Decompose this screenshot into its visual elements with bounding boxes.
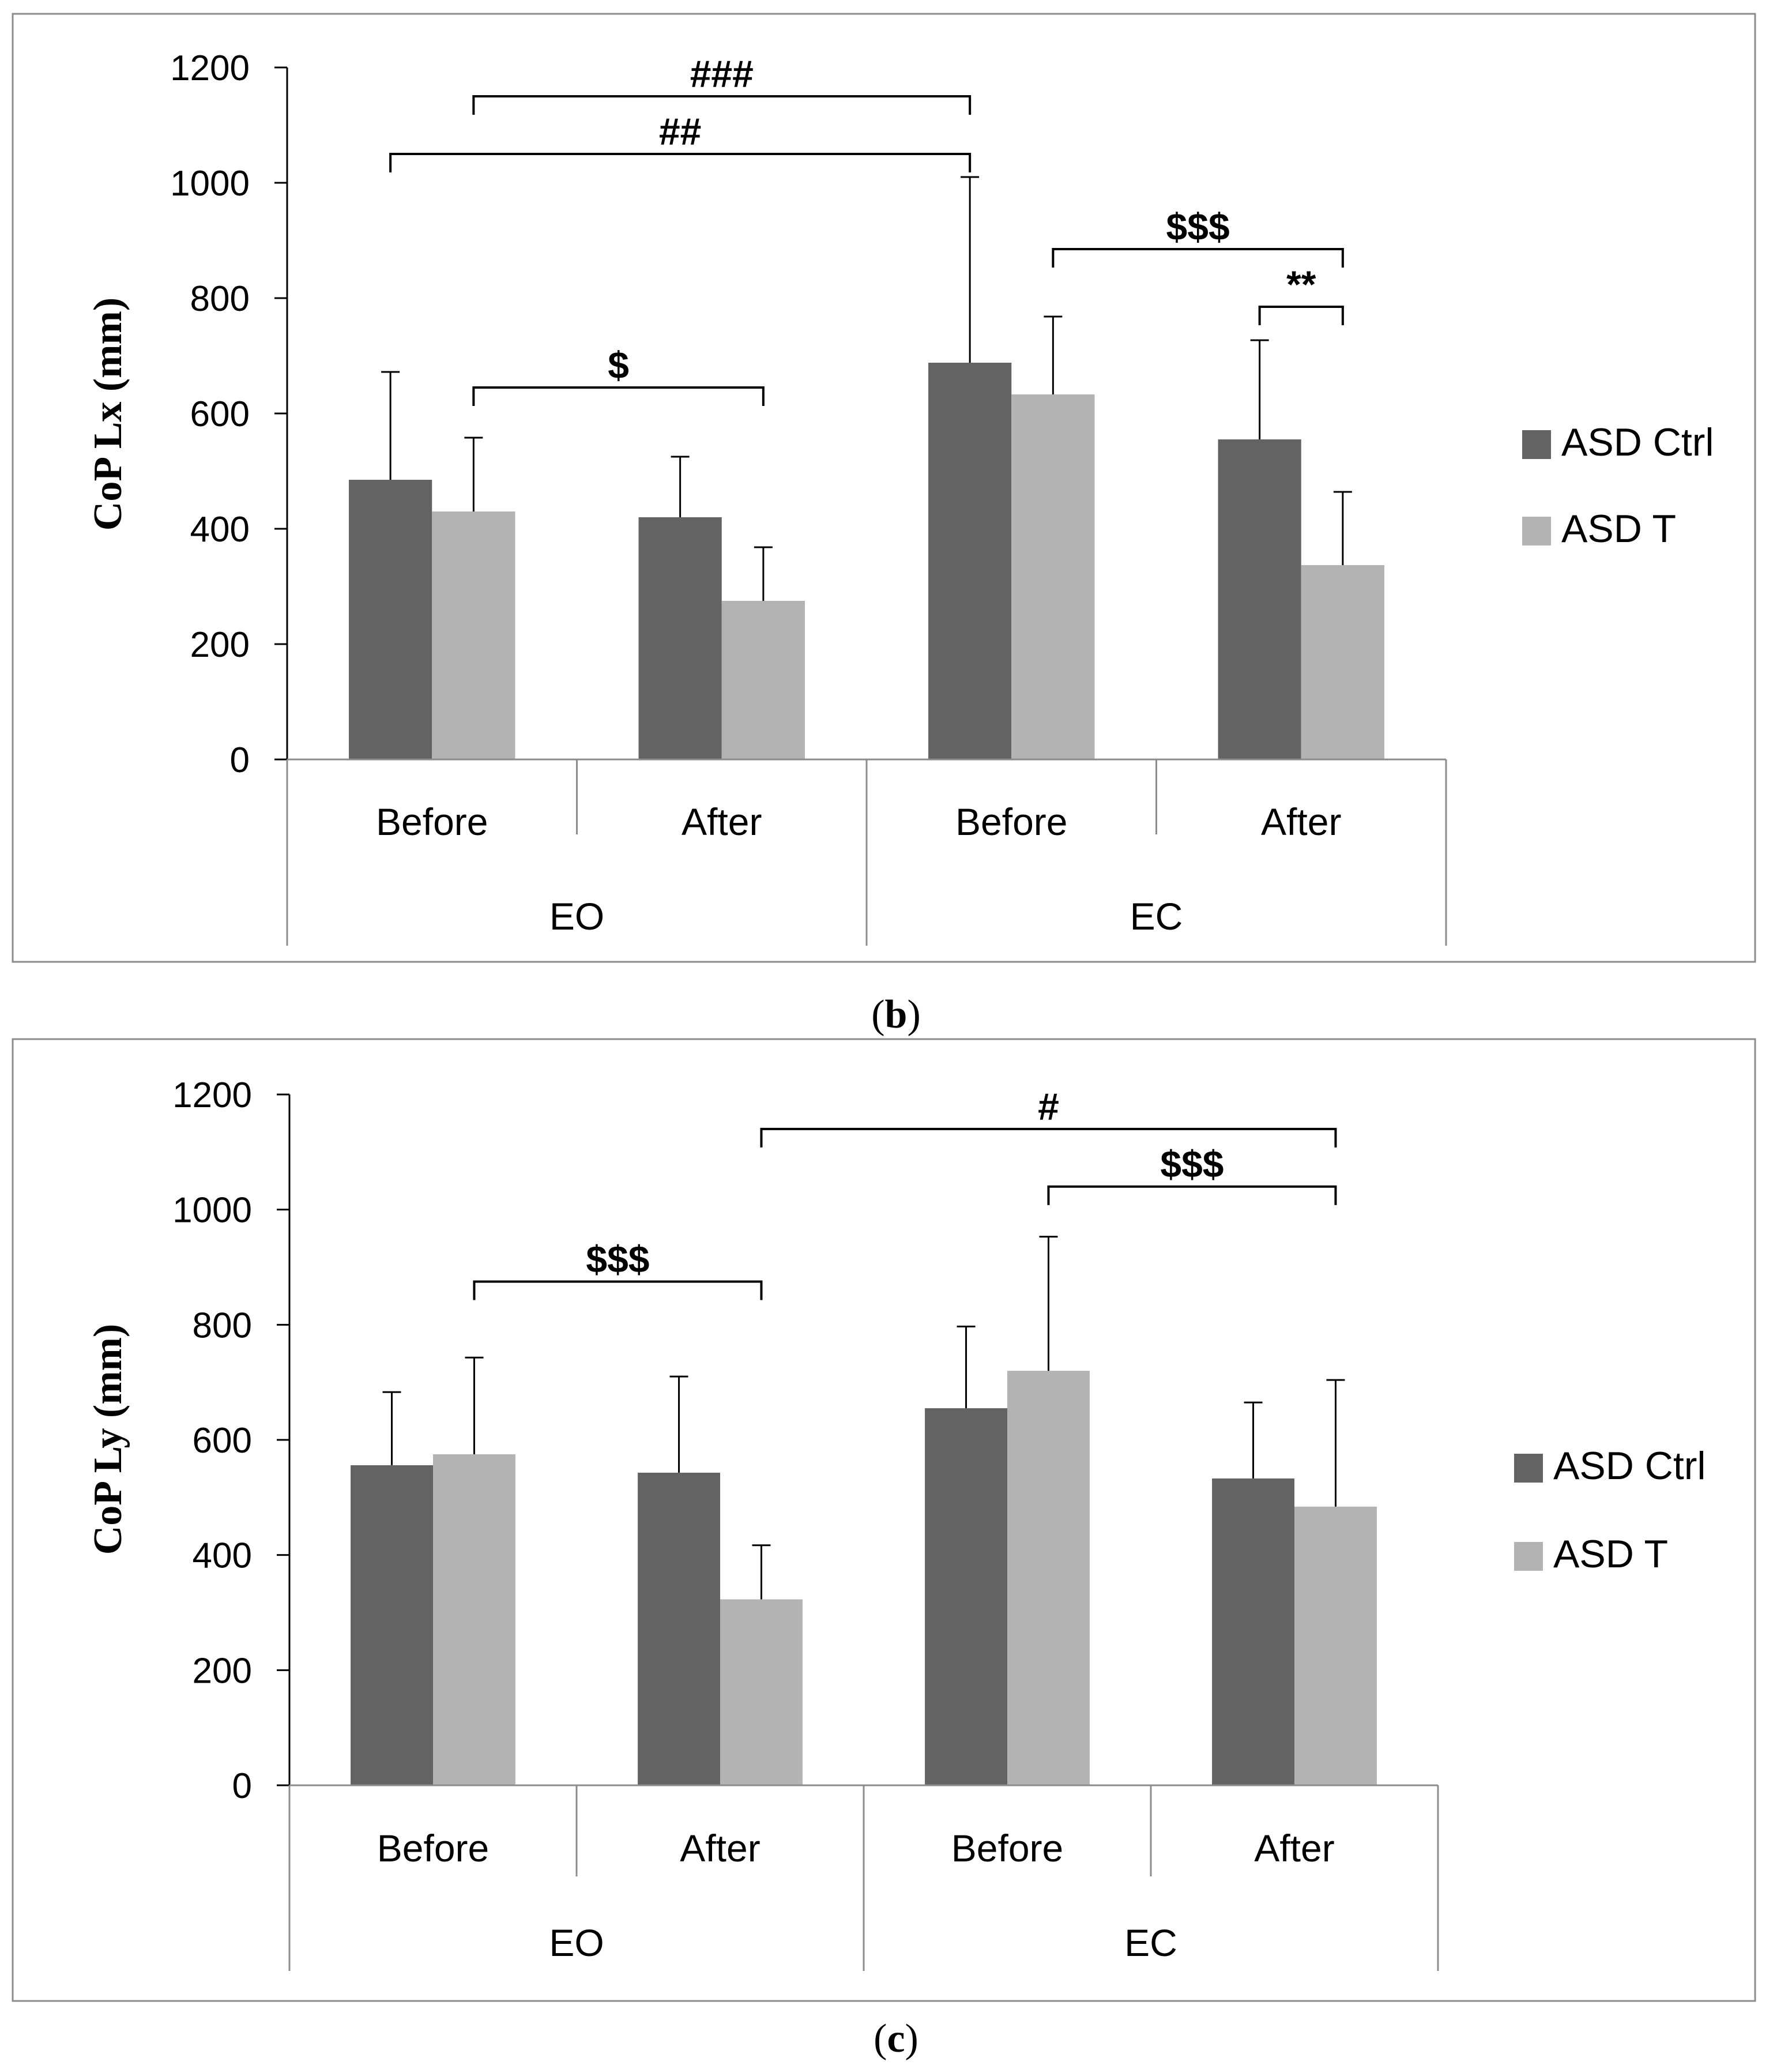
- panel-label: (b): [871, 992, 921, 1037]
- bar-asd-t-1: [721, 601, 805, 759]
- y-tick-label: 200: [193, 1651, 252, 1691]
- legend-swatch: [1514, 1542, 1543, 1571]
- y-tick-label: 1000: [172, 1191, 252, 1231]
- y-tick-label: 0: [230, 740, 250, 780]
- significance-label: $$$: [1160, 1143, 1223, 1186]
- y-axis-label: CoP Lx (mm): [86, 298, 130, 531]
- y-tick-label: 400: [190, 510, 250, 550]
- bar-asd-ctrl-1: [638, 517, 722, 759]
- panel-label: (c): [874, 2017, 918, 2061]
- significance-label: ###: [690, 52, 754, 95]
- significance-bracket: [1052, 248, 1344, 268]
- bar-asd-t-2: [1007, 1371, 1090, 1785]
- y-tick-label: 800: [193, 1306, 252, 1345]
- x-group-label: EC: [1130, 895, 1183, 938]
- legend-label: ASD Ctrl: [1553, 1444, 1706, 1488]
- y-tick-label: 1200: [170, 48, 250, 88]
- bar-asd-t-1: [720, 1599, 803, 1785]
- significance-bracket: [389, 153, 972, 172]
- bar-asd-ctrl-1: [638, 1472, 720, 1785]
- x-category-label: Before: [377, 1827, 489, 1869]
- bar-asd-t-3: [1301, 565, 1384, 759]
- x-category-label: Before: [951, 1827, 1063, 1869]
- significance-label: **: [1286, 263, 1316, 306]
- significance-label: #: [1038, 1085, 1059, 1128]
- y-tick-label: 600: [190, 394, 250, 434]
- bar-asd-t-0: [432, 511, 515, 759]
- significance-bracket: [1258, 306, 1344, 325]
- legend-swatch: [1522, 517, 1551, 546]
- y-tick-label: 200: [190, 625, 250, 665]
- significance-label: $$$: [586, 1237, 649, 1280]
- bar-asd-ctrl-2: [928, 363, 1012, 759]
- y-tick-label: 400: [193, 1536, 252, 1576]
- y-tick-label: 800: [190, 279, 250, 319]
- legend-label: ASD T: [1561, 507, 1676, 551]
- significance-bracket: [472, 95, 972, 115]
- significance-bracket: [1047, 1185, 1337, 1205]
- significance-bracket: [472, 386, 765, 406]
- bar-asd-t-3: [1294, 1506, 1377, 1785]
- significance-label: ##: [659, 110, 701, 153]
- legend-swatch: [1522, 430, 1551, 459]
- x-category-label: Before: [955, 800, 1067, 843]
- y-tick-label: 600: [193, 1421, 252, 1461]
- bar-asd-ctrl-3: [1218, 439, 1301, 759]
- legend-label: ASD Ctrl: [1561, 420, 1714, 464]
- y-axis-label: CoP Ly (mm): [86, 1324, 130, 1555]
- x-category-label: After: [682, 800, 762, 843]
- significance-label: $$$: [1166, 205, 1230, 248]
- chart-panel-b: 0 200 400 600 800 1000 1200 CoP Lx (mm) Before Af…: [12, 13, 1756, 963]
- y-tick-label: 1000: [170, 164, 250, 204]
- x-category-label: After: [1261, 800, 1341, 843]
- y-tick-label: 0: [232, 1766, 252, 1806]
- x-group-label: EC: [1124, 1921, 1177, 1964]
- significance-bracket: [760, 1127, 1337, 1148]
- x-group-label: EO: [549, 1921, 604, 1964]
- bar-asd-t-0: [433, 1454, 515, 1785]
- bar-asd-ctrl-3: [1212, 1478, 1294, 1785]
- bar-asd-ctrl-2: [925, 1408, 1007, 1785]
- legend-swatch: [1514, 1454, 1543, 1483]
- bar-asd-ctrl-0: [351, 1465, 433, 1785]
- x-category-label: Before: [376, 800, 488, 843]
- bar-asd-ctrl-0: [349, 480, 432, 759]
- y-tick-label: 1200: [172, 1075, 252, 1115]
- significance-bracket: [473, 1280, 763, 1300]
- x-category-label: After: [1254, 1827, 1334, 1869]
- chart-frame: [12, 13, 1756, 963]
- chart-frame: [12, 1038, 1756, 2002]
- chart-panel-c: 0 200 400 600 800 1000 1200 CoP Ly (mm) Before Af…: [12, 1038, 1756, 2002]
- legend-label: ASD T: [1553, 1532, 1668, 1576]
- bar-asd-t-2: [1011, 394, 1095, 759]
- x-group-label: EO: [549, 895, 604, 938]
- x-category-label: After: [680, 1827, 760, 1869]
- significance-label: $: [608, 344, 629, 386]
